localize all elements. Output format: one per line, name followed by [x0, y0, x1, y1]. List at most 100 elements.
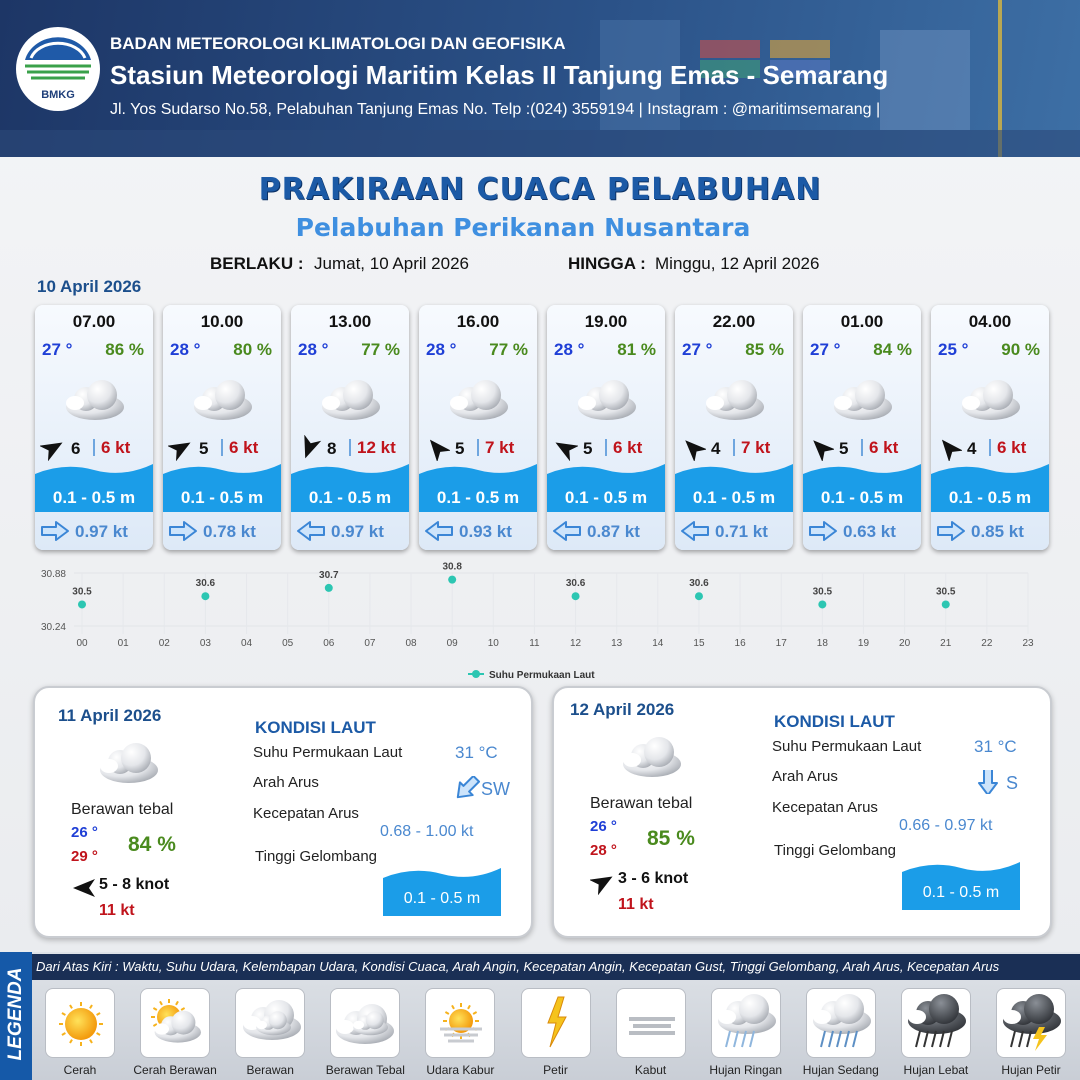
wind-speed: 4 [967, 439, 977, 458]
legend-icon [243, 1000, 302, 1040]
legend-icon-box [140, 988, 211, 1058]
decoration-path [456, 776, 481, 799]
decoration-line [835, 1030, 842, 1048]
legend-icon-box [235, 988, 306, 1058]
decoration-line [1018, 1030, 1024, 1048]
decoration-line [69, 1039, 73, 1044]
sst-chart: 30.24 30.88 00 01 02 03 04 05 06 07 08 09 10 11 12 13 14… [41, 562, 1034, 681]
wind-direction [941, 439, 962, 461]
current-dir-label: Arah Arus [772, 768, 838, 785]
day-date: 11 April 2026 [58, 706, 162, 725]
decoration-g [154, 1010, 202, 1043]
current-direction [297, 521, 325, 541]
decoration-line [96, 1032, 101, 1036]
legend-icon-box [330, 988, 401, 1058]
x-tick-label: 16 [735, 638, 747, 649]
wave-height: 0.1 - 0.5 m [948, 488, 1032, 507]
data-point [78, 600, 86, 609]
decoration-ellipse [834, 396, 852, 410]
decoration-path [169, 521, 197, 541]
x-tick-label: 02 [159, 638, 171, 649]
weather-icon [194, 380, 252, 420]
legend-icon [907, 994, 966, 1048]
decoration-path [547, 464, 665, 512]
wave-height: 0.1 - 0.5 m [564, 488, 648, 507]
decoration-line [930, 1030, 937, 1048]
legend-icon [59, 1002, 103, 1046]
decoration-ellipse [66, 396, 84, 410]
x-tick-label: 20 [899, 638, 911, 649]
decoration-path [931, 464, 1049, 512]
sst-value: 31 °C [974, 737, 1017, 756]
decoration-path [978, 770, 998, 794]
decoration-g [812, 994, 871, 1034]
air-temperature: 27 ° [810, 340, 841, 359]
decoration-circle [171, 1010, 196, 1035]
wave-band [675, 464, 793, 512]
wind-direction [40, 442, 63, 461]
data-point [694, 592, 703, 601]
x-tick-label: 06 [323, 638, 335, 649]
data-label: 30.8 [442, 562, 462, 573]
legend-item-label: Udara Kabur [426, 1063, 495, 1077]
x-tick-label: 18 [817, 638, 829, 649]
legend-icon-box [520, 988, 591, 1058]
decoration-g [353, 1011, 389, 1036]
decoration-path [937, 521, 965, 541]
gust-speed: 6 kt [605, 439, 642, 456]
legend-description-bar [32, 954, 1080, 980]
weather-icon [834, 380, 892, 420]
forecast-time: 13.00 [328, 312, 372, 331]
decoration-ellipse [578, 396, 596, 410]
decoration-circle [855, 380, 885, 410]
temp-min: 26 ° [71, 824, 98, 841]
decoration-path [41, 521, 69, 541]
weather-icon [962, 380, 1020, 420]
data-label: 30.5 [813, 586, 833, 597]
decoration-line [851, 1030, 858, 1048]
x-tick-label: 03 [200, 638, 212, 649]
legend-icon [336, 1004, 395, 1044]
wind-direction [168, 442, 191, 461]
legend-icon [717, 994, 776, 1048]
decoration-ellipse [256, 1020, 268, 1030]
legend-item-label: Hujan Lebat [903, 1063, 969, 1077]
gust-speed: 6 kt [93, 439, 130, 456]
decoration-path [163, 464, 281, 512]
humidity: 84 % [128, 833, 176, 856]
forecast-card: 01.00 27 ° 84 % 5 6 kt 0.1 - 0.5 m 0.63 kt [803, 305, 921, 550]
decoration-line [445, 1011, 450, 1015]
air-temperature: 27 ° [42, 340, 73, 359]
data-point [571, 592, 580, 601]
legend-swatch [472, 670, 480, 678]
decoration-line [748, 1030, 755, 1048]
decoration-rect [700, 60, 760, 78]
legend-strip [0, 952, 32, 1080]
humidity: 85 % [745, 340, 784, 359]
x-tick-label: 15 [693, 638, 705, 649]
humidity: 85 % [647, 827, 695, 850]
data-point [324, 583, 333, 592]
decoration-rect [880, 30, 970, 130]
decoration-circle [644, 737, 674, 767]
wind-speed: 8 [327, 439, 337, 458]
decoration-path [809, 521, 837, 541]
humidity: 81 % [617, 340, 656, 359]
temp-max: 29 ° [71, 848, 98, 865]
x-tick-label: 11 [529, 638, 540, 649]
decoration-ellipse [1003, 1010, 1021, 1024]
current-speed: 0.87 kt [587, 522, 640, 541]
wind-speed: 5 [583, 439, 593, 458]
legend-item-label: Hujan Petir [1001, 1063, 1061, 1077]
header: BMKG BADAN METEOROLOGI KLIMATOLOGI DAN G… [0, 0, 1080, 157]
current-dir-label: Arah Arus [253, 774, 319, 791]
forecast-time: 07.00 [72, 312, 116, 331]
legend-item-label: Cerah [63, 1063, 97, 1077]
decoration-ellipse [322, 396, 340, 410]
weather-icon [623, 737, 681, 777]
x-tick-label: 10 [488, 638, 500, 649]
wind-direction [555, 442, 578, 461]
decoration-line [159, 1000, 163, 1006]
current-speed: 0.71 kt [715, 522, 768, 541]
decoration-ellipse [154, 1023, 170, 1035]
